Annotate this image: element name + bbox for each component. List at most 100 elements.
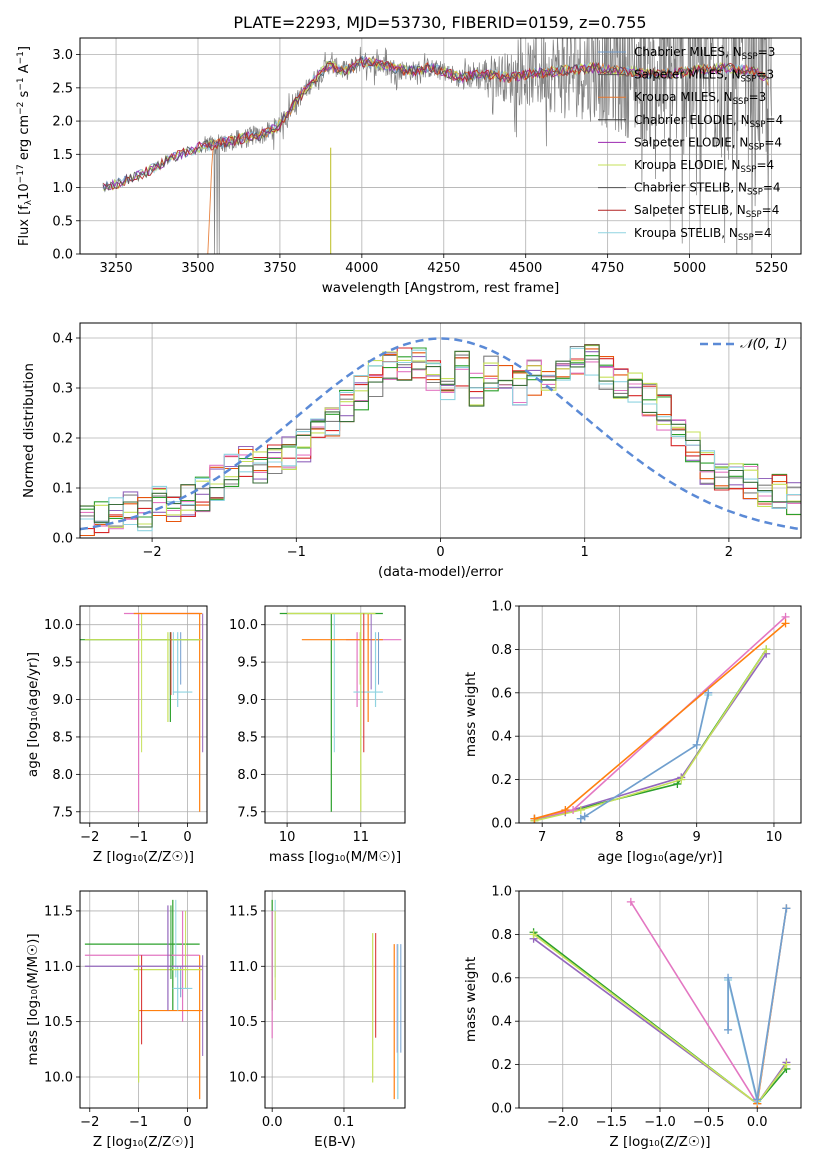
y-tick-label: 10.0 xyxy=(229,618,258,633)
x-tick-label: 0.0 xyxy=(262,1115,283,1130)
x-tick-label: −2 xyxy=(143,545,162,560)
x-tick-label: 1 xyxy=(581,545,589,560)
y-axis-label: mass weight xyxy=(463,957,479,1042)
legend-entry: Kroupa STELIB, NSSP=4 xyxy=(634,226,772,243)
y-tick-label: 11.0 xyxy=(229,960,258,975)
legend-entry: Chabrier MILES, NSSP=3 xyxy=(634,45,775,62)
y-tick-label: 0.0 xyxy=(52,532,73,547)
x-tick-label: 5000 xyxy=(673,261,706,276)
grid-lines xyxy=(265,891,405,1108)
x-axis-label: (data-model)/error xyxy=(378,564,504,580)
x-tick-label: 4750 xyxy=(591,261,624,276)
x-axis-label: mass [log₁₀(M/M☉)] xyxy=(269,849,401,865)
axes-frame xyxy=(518,605,802,824)
plot-area-age_vs_mass xyxy=(279,612,402,812)
y-tick-label: 0.4 xyxy=(52,332,73,347)
panel-age_vs_Z: −2 −1 0 7.5 8.0 8.5 9.0 9.5 10.0 Z [log₁₀(Z/Z☉)] a… xyxy=(25,605,208,865)
axes-frame xyxy=(79,605,208,824)
normal-curve xyxy=(80,337,801,531)
x-tick-label: 4250 xyxy=(427,261,460,276)
y-tick-label: 10.0 xyxy=(44,1071,73,1086)
x-tick-label: −2 xyxy=(80,1115,99,1130)
y-tick-label: 0.6 xyxy=(491,686,512,701)
plot-area-massweight_vs_age xyxy=(530,612,790,823)
x-tick-label: 0.1 xyxy=(334,1115,355,1130)
y-tick-label: 10.0 xyxy=(44,618,73,633)
x-tick-label: 0 xyxy=(436,545,444,560)
y-tick-label: 1.5 xyxy=(52,148,73,163)
y-tick-label: 10.5 xyxy=(229,1015,258,1030)
y-tick-label: 0.8 xyxy=(491,928,512,943)
plot-area-residuals xyxy=(80,337,801,537)
y-tick-label: 8.0 xyxy=(52,768,73,783)
mass-weight-point xyxy=(762,645,771,654)
plot-area-massweight_vs_Z xyxy=(529,897,791,1108)
plot-area-mass_vs_Z xyxy=(84,899,204,1100)
grid-lines xyxy=(519,890,801,1109)
x-axis-label: wavelength [Angstrom, rest frame] xyxy=(322,280,560,296)
y-tick-label: 2.5 xyxy=(52,81,73,96)
mass-weight-line xyxy=(580,692,710,820)
legend-entry: Salpeter MILES, NSSP=3 xyxy=(634,68,774,85)
y-tick-label: 11.5 xyxy=(44,904,73,919)
y-tick-label: 0.0 xyxy=(491,817,512,832)
y-tick-label: 8.5 xyxy=(237,730,258,745)
y-tick-label: 9.0 xyxy=(237,693,258,708)
x-tick-label: 3500 xyxy=(181,261,214,276)
x-tick-label: 8 xyxy=(615,830,623,845)
x-axis-label: E(B-V) xyxy=(314,1134,356,1150)
y-tick-label: 9.5 xyxy=(237,656,258,671)
y-tick-label: 0.4 xyxy=(491,730,512,745)
x-tick-label: −1.5 xyxy=(596,1115,628,1130)
legend-entry: Kroupa ELODIE, NSSP=4 xyxy=(634,158,774,175)
x-tick-label: 10 xyxy=(279,830,296,845)
panel-age_vs_mass: 10 11 7.5 8.0 8.5 9.0 9.5 10.0 mass [log₁₀(M/M☉)… xyxy=(229,605,406,865)
legend-entry: Kroupa MILES, NSSP=3 xyxy=(634,90,766,107)
axes-frame xyxy=(264,890,406,1109)
model-spectrum-line xyxy=(102,56,768,190)
y-tick-label: 10.5 xyxy=(44,1015,73,1030)
y-tick-label: 9.5 xyxy=(52,656,73,671)
x-tick-label: 4000 xyxy=(345,261,378,276)
y-tick-label: 0.5 xyxy=(52,214,73,229)
x-tick-label: −1 xyxy=(129,830,148,845)
mass-weight-point xyxy=(580,812,589,821)
grid-lines xyxy=(265,606,405,823)
x-tick-label: 5250 xyxy=(755,261,788,276)
y-tick-label: 1.0 xyxy=(52,181,73,196)
mass-weight-point xyxy=(561,805,570,814)
panel-residuals: −2 −1 0 1 2 0.0 0.1 0.2 0.3 0.4 (data-model)/error… xyxy=(21,322,802,580)
panel-spectrum: 3250 3500 3750 4000 4250 4500 4750 5000 5250 0.0 0… xyxy=(16,37,802,296)
mass-weight-point xyxy=(692,740,701,749)
legend-entry: Salpeter ELODIE, NSSP=4 xyxy=(634,135,782,152)
x-tick-label: −2 xyxy=(80,830,99,845)
x-tick-label: 3250 xyxy=(100,261,133,276)
y-tick-label: 11.0 xyxy=(44,960,73,975)
axes-frame xyxy=(79,322,802,539)
y-tick-label: 2.0 xyxy=(52,115,73,130)
y-tick-label: 3.0 xyxy=(52,48,73,63)
y-tick-label: 7.5 xyxy=(52,805,73,820)
axes-frame xyxy=(79,37,802,255)
mass-weight-line xyxy=(727,908,788,1100)
x-tick-label: 11 xyxy=(353,830,370,845)
x-tick-label: 4500 xyxy=(509,261,542,276)
mass-weight-line xyxy=(534,622,787,820)
y-tick-label: 0.4 xyxy=(491,1015,512,1030)
mass-weight-point xyxy=(782,1060,791,1069)
grid-lines xyxy=(80,891,207,1108)
figure-title: PLATE=2293, MJD=53730, FIBERID=0159, z=0… xyxy=(233,13,646,32)
mass-weight-point xyxy=(782,904,791,913)
y-tick-label: 10.0 xyxy=(229,1071,258,1086)
mass-weight-line xyxy=(534,648,767,822)
x-tick-label: 0.0 xyxy=(747,1115,768,1130)
y-tick-label: 9.0 xyxy=(52,693,73,708)
residual-histogram xyxy=(80,344,801,528)
model-spectrum-line xyxy=(102,56,769,193)
mass-weight-point xyxy=(569,805,578,814)
x-axis-label: age [log₁₀(age/yr)] xyxy=(597,849,722,865)
panels: 3250 3500 3750 4000 4250 4500 4750 5000 52500.00… xyxy=(16,37,802,1150)
plot-area-mass_vs_EBV xyxy=(271,899,402,1100)
x-tick-label: −0.5 xyxy=(693,1115,725,1130)
